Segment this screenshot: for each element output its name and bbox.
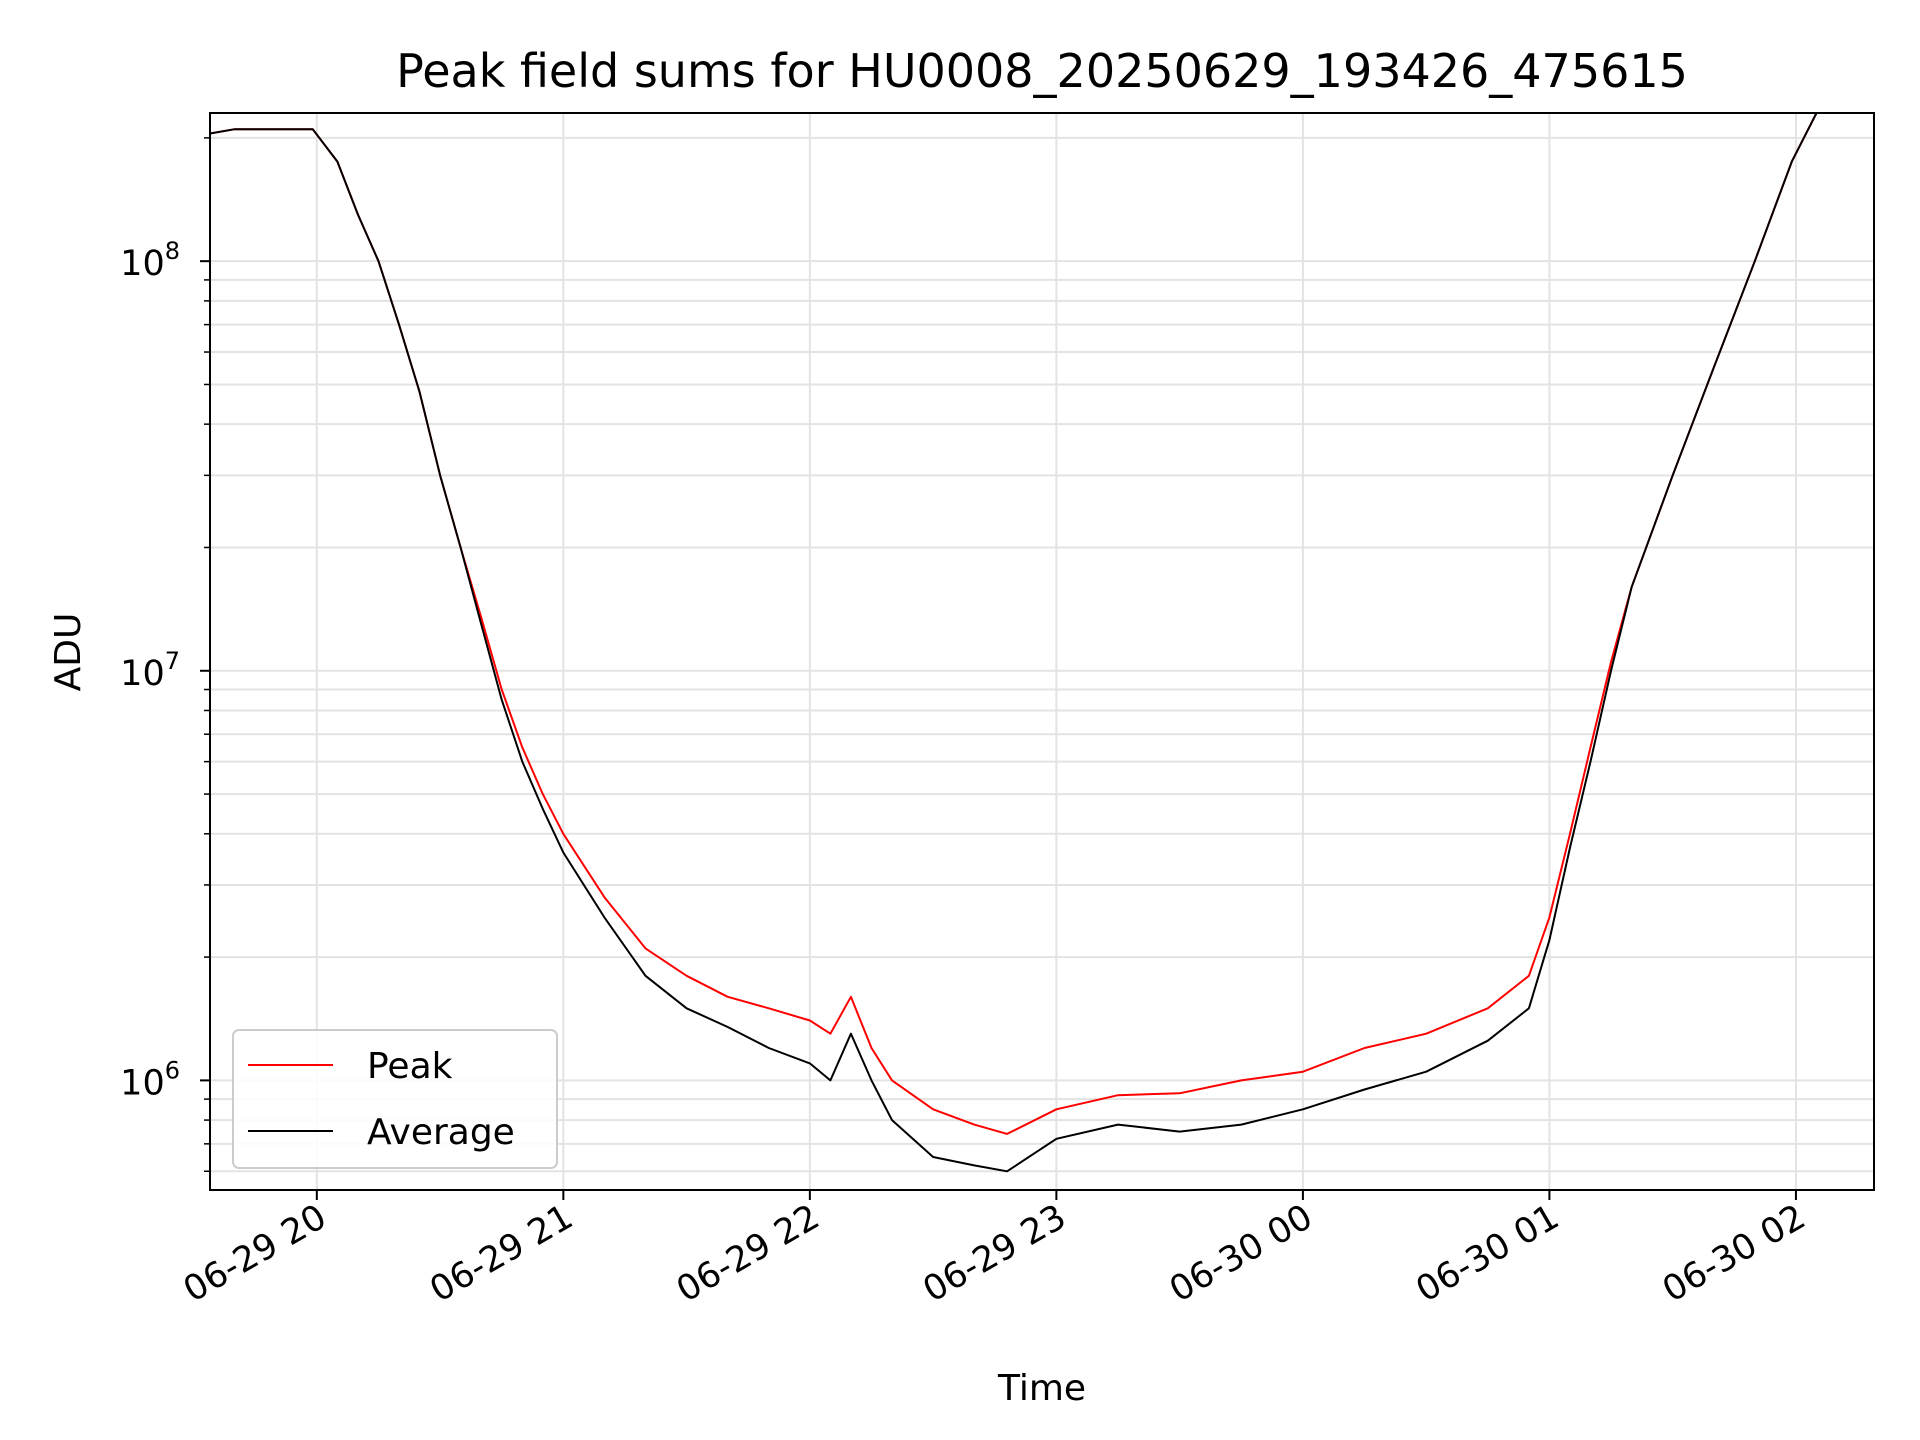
- y-tick-base: 10: [120, 244, 165, 284]
- y-tick-base: 10: [120, 1063, 165, 1103]
- y-tick-label: 107: [120, 647, 180, 694]
- y-tick-exponent: 8: [165, 237, 180, 265]
- legend-average-label: Average: [367, 1112, 515, 1153]
- legend-peak-label: Peak: [367, 1046, 453, 1087]
- y-axis-label: ADU: [48, 613, 89, 692]
- legend: Peak Average: [232, 1029, 558, 1169]
- series-line-average: [209, 112, 1874, 1173]
- y-tick-label: 108: [120, 237, 180, 284]
- y-tick-base: 10: [120, 654, 165, 694]
- y-tick-exponent: 7: [165, 647, 180, 675]
- y-tick-label: 106: [120, 1056, 180, 1103]
- chart-title: Peak field sums for HU0008_20250629_1934…: [396, 44, 1688, 98]
- x-axis-label: Time: [997, 1368, 1086, 1409]
- plot-frame: [209, 112, 1875, 1191]
- series-lines: [209, 112, 1874, 1173]
- y-tick-exponent: 6: [165, 1056, 180, 1084]
